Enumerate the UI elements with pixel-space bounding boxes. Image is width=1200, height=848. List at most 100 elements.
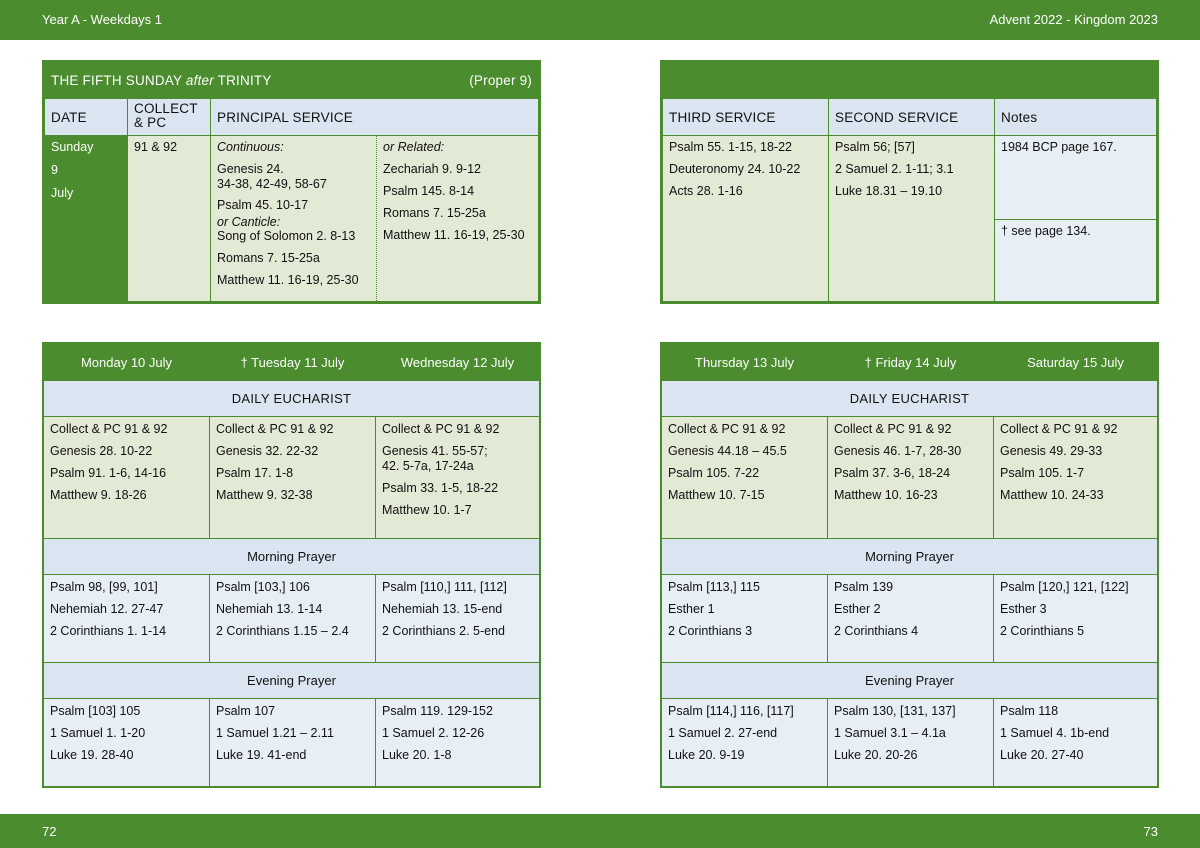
morning-readings: Psalm [110,] 111, [112] Nehemiah 13. 15-… <box>375 574 540 663</box>
sunday-other-services-panel: THIRD SERVICE SECOND SERVICE Notes Psalm… <box>660 60 1159 304</box>
day-header: Monday 10 July <box>43 343 210 381</box>
sunday-collect-cell: 91 & 92 <box>127 135 211 302</box>
reading: 1 Samuel 4. 1b-end <box>1000 726 1110 740</box>
section-morning-prayer: Morning Prayer <box>43 538 540 575</box>
reading: Psalm [120,] 121, [122] <box>1000 580 1129 594</box>
reading: Luke 19. 41-end <box>216 748 307 762</box>
reading: Psalm 37. 3-6, 18-24 <box>834 466 951 480</box>
morning-readings: Psalm 139 Esther 2 2 Corinthians 4 <box>827 574 994 663</box>
col-second-header: SECOND SERVICE <box>828 98 995 136</box>
eucharist-readings: Collect & PC 91 & 92 Genesis 32. 22-32 P… <box>209 416 376 539</box>
eucharist-readings: Collect & PC 91 & 92 Genesis 49. 29-33 P… <box>993 416 1158 539</box>
reading: Psalm 33. 1-5, 18-22 <box>382 481 499 495</box>
reading: Genesis 49. 29-33 <box>1000 444 1103 458</box>
reading: Song of Solomon 2. 8-13 <box>217 229 356 243</box>
reading: Psalm 56; [57] <box>835 140 915 154</box>
section-daily-eucharist: DAILY EUCHARIST <box>661 380 1158 417</box>
reading: Psalm 45. 10-17 <box>217 198 309 212</box>
reading: 42. 5-7a, 17-24a <box>382 459 474 473</box>
reading: Psalm 105. 7-22 <box>668 466 760 480</box>
reading: Esther 2 <box>834 602 881 616</box>
reading: Psalm 130, [131, 137] <box>834 704 956 718</box>
reading: 2 Corinthians 1.15 – 2.4 <box>216 624 349 638</box>
reading: Psalm 107 <box>216 704 276 718</box>
reading: Nehemiah 12. 27-47 <box>50 602 164 616</box>
reading: Matthew 10. 7-15 <box>668 488 765 502</box>
sunday-principal-panel: THE FIFTH SUNDAY after TRINITY (Proper 9… <box>42 60 541 304</box>
reading: Matthew 9. 18-26 <box>50 488 147 502</box>
reading: Matthew 11. 16-19, 25-30 <box>383 228 525 242</box>
reading: Genesis 24. <box>217 162 284 176</box>
left-week-panel: Monday 10 July † Tuesday 11 July Wednesd… <box>42 342 541 788</box>
page-number-right: 73 <box>1143 824 1158 839</box>
reading: Matthew 10. 1-7 <box>382 503 472 517</box>
header-left-title: Year A - Weekdays 1 <box>42 12 162 27</box>
day-header: Wednesday 12 July <box>375 343 540 381</box>
reading: Collect & PC 91 & 92 <box>834 422 952 436</box>
reading: Psalm 98, [99, 101] <box>50 580 158 594</box>
evening-readings: Psalm 118 1 Samuel 4. 1b-end Luke 20. 27… <box>993 698 1158 787</box>
sunday-title-pre: THE FIFTH SUNDAY <box>51 73 186 88</box>
reading: Zechariah 9. 9-12 <box>383 162 481 176</box>
reading: 2 Corinthians 4 <box>834 624 919 638</box>
reading: Acts 28. 1-16 <box>669 184 743 198</box>
day-header: Saturday 15 July <box>993 343 1158 381</box>
sunday-title-italic: after <box>185 73 214 88</box>
reading: Genesis 44.18 – 45.5 <box>668 444 787 458</box>
morning-readings: Psalm [103,] 106 Nehemiah 13. 1-14 2 Cor… <box>209 574 376 663</box>
reading: 1 Samuel 3.1 – 4.1a <box>834 726 946 740</box>
page-number-left: 72 <box>42 824 57 839</box>
canticle-label: or Canticle: <box>217 215 281 229</box>
reading: Psalm [110,] 111, [112] <box>382 580 507 594</box>
reading: 1 Samuel 1.21 – 2.11 <box>216 726 334 740</box>
reading: 2 Corinthians 2. 5-end <box>382 624 505 638</box>
morning-readings: Psalm [113,] 115 Esther 1 2 Corinthians … <box>661 574 828 663</box>
right-panel-header <box>662 62 1157 99</box>
reading: Collect & PC 91 & 92 <box>1000 422 1118 436</box>
col-collect-header: COLLECT & PC <box>127 98 211 136</box>
col-third-header: THIRD SERVICE <box>662 98 829 136</box>
date-day: Sunday <box>51 140 94 154</box>
page-header: Year A - Weekdays 1 Advent 2022 - Kingdo… <box>0 0 1200 40</box>
reading: Psalm [103,] 106 <box>216 580 310 594</box>
reading: Luke 20. 20-26 <box>834 748 918 762</box>
reading: Luke 20. 27-40 <box>1000 748 1084 762</box>
reading: 1 Samuel 2. 27-end <box>668 726 778 740</box>
evening-readings: Psalm 107 1 Samuel 1.21 – 2.11 Luke 19. … <box>209 698 376 787</box>
reading: Matthew 10. 24-33 <box>1000 488 1104 502</box>
related-readings: or Related: Zechariah 9. 9-12 Psalm 145.… <box>376 135 539 302</box>
col-date-header: DATE <box>44 98 128 136</box>
reading: Psalm 119. 129-152 <box>382 704 493 718</box>
eucharist-readings: Collect & PC 91 & 92 Genesis 41. 55-57; 4… <box>375 416 540 539</box>
proper-label: (Proper 9) <box>469 73 532 88</box>
reading: Deuteronomy 24. 10-22 <box>669 162 801 176</box>
day-header: † Friday 14 July <box>827 343 994 381</box>
reading: 2 Corinthians 3 <box>668 624 753 638</box>
eucharist-readings: Collect & PC 91 & 92 Genesis 46. 1-7, 28… <box>827 416 994 539</box>
reading: Genesis 41. 55-57; <box>382 444 488 458</box>
reading: Psalm 91. 1-6, 14-16 <box>50 466 167 480</box>
morning-readings: Psalm 98, [99, 101] Nehemiah 12. 27-47 2… <box>43 574 210 663</box>
section-evening-prayer: Evening Prayer <box>43 662 540 699</box>
reading: Luke 20. 1-8 <box>382 748 452 762</box>
eucharist-readings: Collect & PC 91 & 92 Genesis 44.18 – 45.… <box>661 416 828 539</box>
reading: Psalm [103] 105 <box>50 704 141 718</box>
reading: Collect & PC 91 & 92 <box>382 422 500 436</box>
reading: Romans 7. 15-25a <box>383 206 486 220</box>
reading: Psalm 139 <box>834 580 894 594</box>
reading: Collect & PC 91 & 92 <box>50 422 168 436</box>
reading: Collect & PC 91 & 92 <box>216 422 334 436</box>
col-principal-header: PRINCIPAL SERVICE <box>210 98 539 136</box>
eucharist-readings: Collect & PC 91 & 92 Genesis 28. 10-22 P… <box>43 416 210 539</box>
reading: Esther 1 <box>668 602 715 616</box>
reading: Genesis 46. 1-7, 28-30 <box>834 444 962 458</box>
day-header: † Tuesday 11 July <box>209 343 376 381</box>
reading: Matthew 11. 16-19, 25-30 <box>217 273 359 287</box>
page-footer: 72 73 <box>0 814 1200 848</box>
reading: Luke 18.31 – 19.10 <box>835 184 943 198</box>
reading: Psalm 145. 8-14 <box>383 184 475 198</box>
reading: 34-38, 42-49, 58-67 <box>217 177 327 191</box>
evening-readings: Psalm [114,] 116, [117] 1 Samuel 2. 27-e… <box>661 698 828 787</box>
section-daily-eucharist: DAILY EUCHARIST <box>43 380 540 417</box>
reading: Psalm 118 <box>1000 704 1059 718</box>
